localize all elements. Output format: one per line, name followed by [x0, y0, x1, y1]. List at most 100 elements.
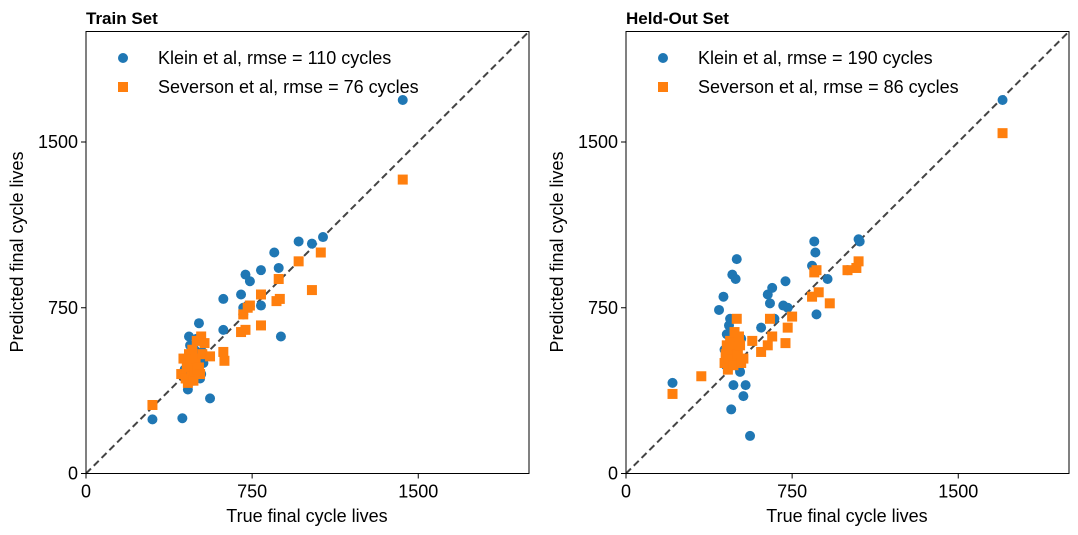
train-y-tick-label: 750 [48, 298, 78, 318]
held-out-set-y-axis-label: Predicted final cycle lives [547, 151, 567, 352]
held-out-y-tick-label: 750 [588, 298, 618, 318]
held-out-set-markers [667, 95, 1008, 441]
held-out-series-severson [667, 128, 1008, 399]
held-out-klein-point [726, 404, 737, 415]
held-out-set-identity-line [625, 30, 1070, 475]
held-out-x-tick-label: 1500 [938, 482, 978, 502]
held-out-severson-point [725, 335, 736, 346]
held-out-legend-severson-label: Severson et al, rmse = 86 cycles [698, 77, 959, 97]
train-severson-point [244, 300, 255, 311]
train-set-title: Train Set [86, 9, 158, 28]
held-out-severson-point [807, 291, 818, 302]
held-out-severson-point [696, 371, 707, 382]
train-severson-point [218, 346, 229, 357]
held-out-severson-point [735, 340, 746, 351]
train-severson-point [193, 362, 204, 373]
train-klein-point [397, 95, 408, 106]
train-klein-point [218, 324, 229, 335]
train-severson-point [255, 320, 266, 331]
held-out-klein-point [728, 380, 739, 391]
train-severson-point [315, 247, 326, 258]
held-out-severson-point [853, 256, 864, 267]
held-out-severson-point [813, 287, 824, 298]
held-out-severson-point [732, 349, 743, 360]
train-severson-point [178, 353, 189, 364]
held-out-set-ticks: 0 750 1500 0 750 1500 [578, 132, 978, 502]
held-out-klein-point [731, 254, 742, 265]
train-severson-point [195, 369, 206, 380]
held-out-klein-point [809, 236, 820, 247]
held-out-severson-point [747, 335, 758, 346]
held-out-severson-point [756, 346, 767, 357]
train-severson-point [306, 285, 317, 296]
held-out-severson-point [780, 338, 791, 349]
train-klein-point [193, 318, 204, 329]
train-severson-point [199, 338, 210, 349]
held-out-klein-point [780, 276, 791, 287]
train-legend-severson-label: Severson et al, rmse = 76 cycles [158, 77, 419, 97]
held-out-identity-line [625, 30, 1070, 475]
train-set-ticks: 0 750 1500 0 750 1500 [38, 132, 438, 502]
held-out-klein-point [997, 95, 1008, 106]
held-out-severson-point [738, 353, 749, 364]
train-severson-point [238, 309, 249, 320]
train-set-markers [147, 95, 408, 425]
train-severson-point [196, 331, 207, 342]
held-out-severson-point [997, 128, 1008, 139]
held-out-severson-point [851, 262, 862, 273]
held-out-severson-point [722, 364, 733, 375]
train-set-y-axis-label: Predicted final cycle lives [7, 151, 27, 352]
train-severson-point [255, 289, 266, 300]
train-klein-point [318, 232, 329, 243]
train-klein-point [236, 289, 247, 300]
held-out-set-title: Held-Out Set [626, 9, 729, 28]
train-severson-point [397, 174, 408, 185]
train-severson-point [190, 353, 201, 364]
train-klein-point [244, 276, 255, 287]
held-out-klein-point [782, 302, 793, 313]
train-y-tick-label: 0 [68, 464, 78, 484]
held-out-klein-point [738, 391, 749, 402]
train-series-severson [147, 174, 408, 410]
held-out-severson-point [667, 388, 678, 399]
train-legend-severson-marker [118, 82, 128, 92]
train-set-panel: Train Set True final cycle lives Predict… [7, 9, 530, 526]
held-out-severson-point [824, 298, 835, 309]
held-out-set-plot-frame [625, 31, 1070, 474]
train-legend-klein-label: Klein et al, rmse = 110 cycles [158, 48, 391, 68]
held-out-severson-point [762, 340, 773, 351]
held-out-klein-point [822, 274, 833, 285]
train-severson-point [197, 349, 208, 360]
held-out-x-tick-label: 0 [621, 482, 631, 502]
held-out-klein-point [811, 309, 822, 320]
held-out-klein-point [810, 247, 821, 258]
train-severson-point [274, 293, 285, 304]
train-klein-point [306, 238, 317, 249]
held-out-series-klein [667, 95, 1008, 441]
train-x-tick-label: 1500 [398, 482, 438, 502]
train-klein-point [273, 262, 284, 273]
train-y-tick-label: 1500 [38, 132, 78, 152]
held-out-y-tick-label: 1500 [578, 132, 618, 152]
held-out-klein-point [718, 291, 729, 302]
held-out-klein-point [854, 236, 865, 247]
held-out-y-tick-label: 0 [608, 464, 618, 484]
train-severson-point [273, 274, 284, 285]
held-out-set-x-axis-label: True final cycle lives [766, 506, 927, 526]
train-severson-point [187, 344, 198, 355]
train-klein-point [255, 300, 266, 311]
train-set-identity-line [85, 30, 530, 475]
held-out-severson-point [733, 331, 744, 342]
train-klein-point [205, 393, 216, 404]
held-out-legend-severson-marker [658, 82, 668, 92]
held-out-severson-point [764, 313, 775, 324]
held-out-klein-point [745, 430, 756, 441]
train-x-tick-label: 750 [237, 482, 267, 502]
train-klein-point [177, 413, 188, 424]
train-klein-point [275, 331, 286, 342]
train-klein-point [183, 331, 194, 342]
held-out-severson-point [811, 265, 822, 276]
held-out-klein-point [764, 298, 775, 309]
train-set-legend: Klein et al, rmse = 110 cycles Severson … [118, 48, 419, 97]
held-out-severson-point [787, 311, 798, 322]
